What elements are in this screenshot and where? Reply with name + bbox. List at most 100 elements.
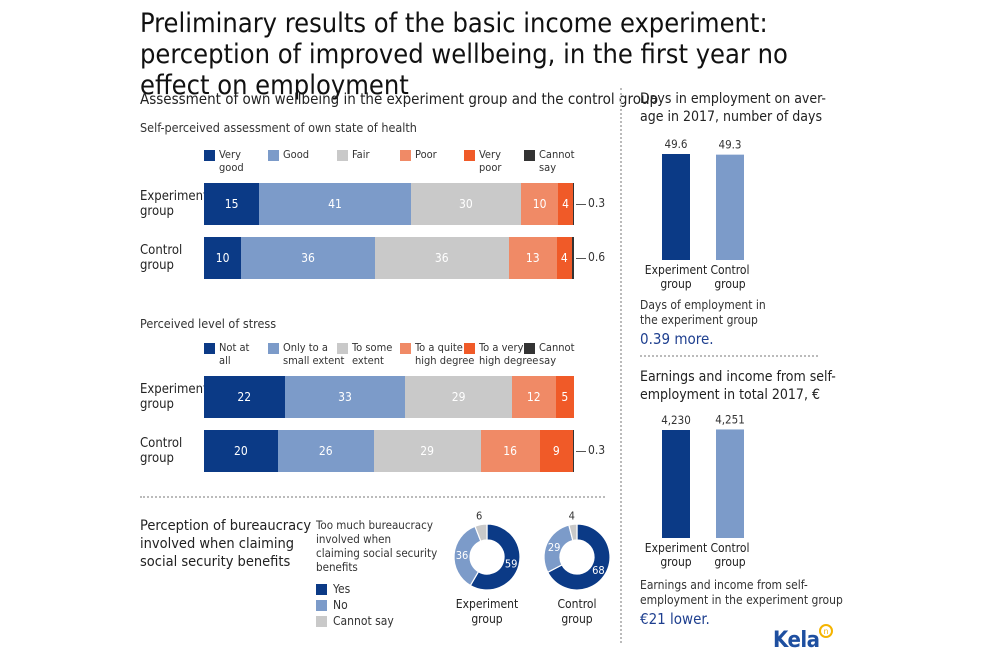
bar-segment: 33: [284, 376, 406, 418]
bar-category-label: Experiment: [645, 541, 707, 555]
donut-group-label: group: [471, 612, 502, 626]
bar-value-label: 4: [560, 251, 568, 265]
bar-segment: 4: [556, 237, 572, 279]
bar-value-label: 10: [215, 251, 230, 265]
wellbeing-heading: Assessment of own wellbeing in the exper…: [140, 90, 659, 108]
bar-category-label: group: [714, 277, 745, 291]
donut-slice: [474, 523, 488, 542]
legend-label: Cannot say: [539, 341, 574, 367]
legend-swatch: [204, 343, 215, 354]
legend-label-line: Only to a: [283, 341, 328, 354]
bar-segment: 20: [204, 430, 278, 472]
legend-label-line: say: [539, 161, 557, 174]
legend-label: Very poor: [479, 148, 501, 174]
legend-swatch: [268, 343, 279, 354]
bar-value-label: 12: [526, 390, 541, 404]
legend-swatch: [316, 616, 327, 627]
legend-label-line: Very: [479, 148, 501, 161]
bar-value-label: 29: [420, 444, 435, 458]
legend-swatch: [268, 150, 279, 161]
legend-label: Cannot say: [539, 148, 574, 174]
bar-category-label: group: [660, 555, 691, 569]
legend-label: To a quite high degree: [415, 341, 474, 367]
bar: [716, 429, 744, 538]
legend-label: Cannot say: [333, 614, 394, 628]
question-line: Too much bureaucracy: [316, 518, 433, 532]
legend-label: Only to a small extent: [283, 341, 344, 367]
donut-value-label: 29: [548, 541, 561, 554]
donut-group-label: Control: [558, 597, 597, 611]
bar: [716, 154, 744, 260]
bar-value-label: 4,230: [661, 413, 691, 427]
kela-logo: Kela: [773, 628, 820, 653]
legend-label-line: Good: [283, 148, 310, 161]
legend-label-line: Cannot: [539, 148, 575, 161]
legend-label: To a very high degree: [479, 341, 538, 367]
legend-label-line: To some: [352, 341, 393, 354]
legend-label-line: Not at: [219, 341, 250, 354]
bar-value-label: 13: [525, 251, 540, 265]
legend-label: No: [333, 598, 348, 612]
donut-value-label: 59: [505, 558, 518, 571]
legend-label: Very good: [219, 148, 244, 174]
bar-category-label: group: [660, 277, 691, 291]
bar-segment: 12: [511, 376, 556, 418]
right-divider: [640, 355, 818, 357]
bar-segment: [572, 183, 574, 225]
bar-category-label: group: [714, 555, 745, 569]
note-line: employment in the experiment group: [640, 593, 843, 607]
bar-value-label: 15: [224, 197, 239, 211]
legend-label-line: say: [539, 354, 557, 367]
bar-category-label: Experiment: [645, 263, 707, 277]
legend-label: Poor: [415, 148, 437, 161]
row-label-line: Experiment: [140, 189, 208, 204]
donut-slice: [568, 523, 578, 542]
legend-swatch: [316, 584, 327, 595]
donut-group-label: Experiment: [456, 597, 518, 611]
bar: [662, 154, 690, 260]
bar-value-label: 49.6: [664, 137, 687, 151]
legend-label: Fair: [352, 148, 370, 161]
donut-slice: [469, 523, 521, 591]
row-label-line: group: [140, 258, 174, 273]
bar-segment: 30: [410, 183, 522, 225]
note-line: the experiment group: [640, 313, 758, 327]
row-label-line: Control: [140, 243, 183, 258]
bar-value-label: 20: [234, 444, 248, 458]
legend-swatch: [316, 600, 327, 611]
bureaucracy-heading-line: social security benefits: [140, 554, 291, 570]
row-label-line: group: [140, 204, 174, 219]
legend-label-line: extent: [352, 354, 384, 367]
legend-label-line: Cannot: [539, 341, 575, 354]
donut-value-label: 68: [592, 564, 605, 577]
legend-label-line: poor: [479, 161, 502, 174]
row-label: Experiment group: [140, 382, 208, 412]
bar-segment: 5: [555, 376, 574, 418]
legend-swatch: [524, 150, 535, 161]
donut-slice: [546, 523, 611, 591]
bar-segment: 41: [259, 183, 411, 225]
earnings-highlight: €21 lower.: [640, 610, 710, 628]
legend-label-line: Very: [219, 148, 241, 161]
page-title: Preliminary results of the basic income …: [140, 8, 788, 101]
legend-label: Yes: [333, 582, 351, 596]
row-label: Control group: [140, 243, 182, 273]
legend-label-line: good: [219, 161, 244, 174]
bar-segment: 26: [277, 430, 374, 472]
legend-swatch: [400, 150, 411, 161]
bureaucracy-heading: Perception of bureaucracy involved when …: [140, 517, 311, 571]
bureaucracy-heading-line: involved when claiming: [140, 536, 295, 552]
bar-segment: [571, 237, 574, 279]
bar: [662, 430, 690, 538]
legend-swatch: [464, 343, 475, 354]
bar-segment: 36: [374, 237, 509, 279]
legend-label: Good: [283, 148, 309, 161]
bar-value-label: 30: [459, 197, 473, 211]
donut-value-label: 6: [476, 510, 482, 523]
bar-segment: 10: [521, 183, 559, 225]
donut-value-label: 36: [456, 549, 469, 562]
legend-swatch: [524, 343, 535, 354]
